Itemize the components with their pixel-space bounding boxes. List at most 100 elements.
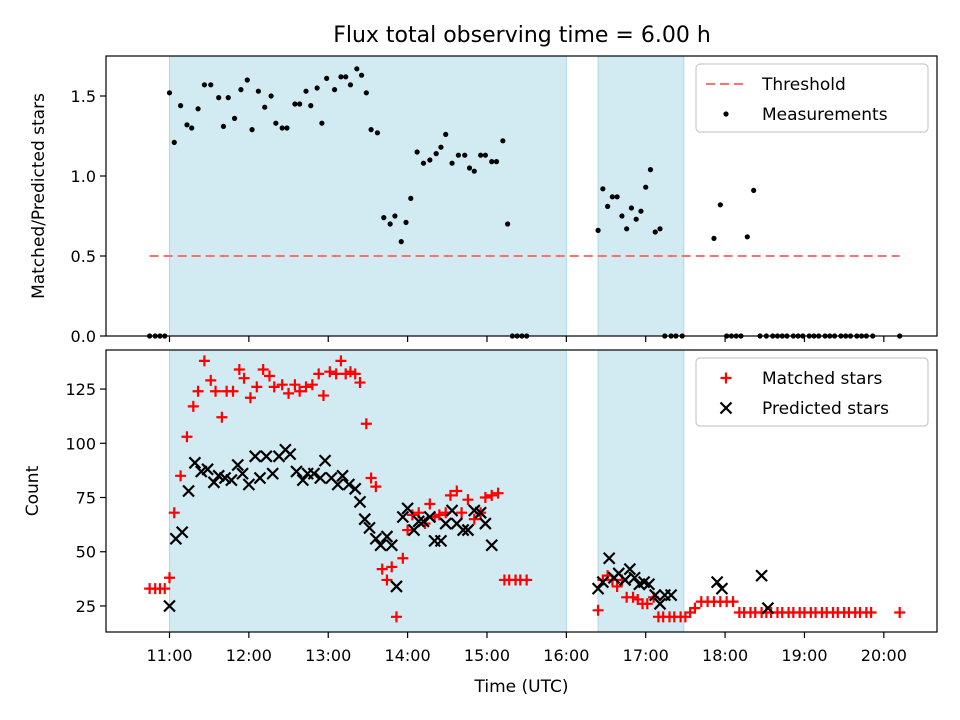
matched-point [181, 431, 193, 443]
matched-point [468, 513, 480, 525]
measurement-point [609, 194, 615, 200]
measurement-point [711, 235, 717, 241]
measurement-point [420, 160, 427, 166]
predicted-point [207, 476, 221, 489]
matched-point [216, 411, 228, 423]
x-tick-label: 15:00 [464, 646, 510, 665]
matched-point [192, 385, 204, 397]
y-tick-label: 1.5 [71, 87, 96, 106]
measurement-point [392, 213, 398, 219]
legend: Matched stars Predicted stars [695, 357, 929, 427]
matched-point [592, 604, 604, 616]
matched-point [289, 379, 301, 391]
measurement-point [374, 130, 381, 136]
y-tick-label: 0.5 [71, 247, 96, 266]
matched-point [313, 368, 325, 380]
matched-point [251, 381, 263, 393]
matched-point [402, 524, 414, 536]
predicted-point [348, 482, 362, 496]
measurement-point [462, 152, 468, 158]
matched-point [479, 492, 491, 504]
measurement-point [166, 90, 173, 96]
predicted-point [664, 588, 678, 602]
predicted-point [591, 582, 605, 595]
matched-point [306, 379, 318, 391]
predicted-point [479, 517, 492, 530]
matched-point [233, 364, 245, 376]
matched-point [611, 580, 623, 592]
matched-point [376, 563, 388, 575]
measurement-point [605, 203, 611, 209]
measurement-point [238, 87, 244, 93]
matched-point [294, 385, 306, 397]
measurement-point [262, 104, 268, 110]
predicted-point [290, 465, 303, 478]
observing-span [597, 349, 685, 633]
predicted-point [225, 473, 238, 487]
measurement-point [398, 239, 404, 245]
predicted-point [385, 538, 399, 552]
matched-point [159, 583, 171, 595]
matched-point [390, 611, 402, 623]
predicted-point [623, 562, 637, 576]
x-tick-label: 12:00 [226, 646, 272, 665]
matched-point [349, 368, 361, 380]
matched-point [406, 509, 418, 521]
measurement-point [216, 95, 222, 101]
predicted-point [710, 575, 724, 589]
matched-point [324, 366, 336, 378]
matched-point [521, 574, 533, 586]
predicted-point [602, 551, 616, 565]
predicted-point [188, 456, 202, 470]
y-axis-label: Matched/Predicted stars [29, 93, 49, 299]
predicted-point [342, 478, 356, 491]
predicted-point [248, 450, 262, 463]
measurement-point [505, 221, 511, 227]
axes-frame [105, 55, 938, 337]
matched-point [433, 509, 445, 521]
predicted-point [363, 521, 376, 535]
measurement-point [244, 77, 250, 83]
predicted-point [336, 469, 349, 483]
measurement-point [619, 213, 625, 219]
matched-point [486, 489, 498, 501]
matched-point [689, 602, 701, 614]
measurement-point [363, 90, 369, 96]
matched-point [865, 606, 877, 618]
measurement-point [184, 122, 190, 128]
predicted-point [474, 506, 487, 519]
matched-point [257, 364, 269, 376]
matched-point [317, 390, 329, 402]
measurement-point [643, 184, 649, 190]
legend-label: Matched stars [762, 369, 882, 389]
measurement-point [744, 234, 750, 240]
matched-point [283, 387, 295, 399]
predicted-point [242, 478, 256, 491]
predicted-point [412, 515, 425, 528]
matched-point [451, 485, 463, 497]
y-tick-label: 25 [76, 597, 96, 616]
measurement-point [249, 127, 255, 133]
matched-point [168, 507, 180, 519]
measurement-point [303, 88, 309, 94]
matched-point [444, 489, 456, 501]
measurement-point [595, 227, 601, 233]
measurement-point [717, 202, 723, 208]
predicted-point [434, 534, 448, 548]
measurement-point [414, 149, 420, 155]
measurement-point [273, 120, 279, 126]
measurement-point [438, 144, 444, 150]
measurement-point [354, 66, 360, 72]
y-tick-label: 75 [76, 489, 96, 508]
legend-label: Threshold [761, 75, 846, 95]
matched-point [300, 381, 312, 393]
legend-box [695, 63, 929, 133]
predicted-point [260, 450, 273, 463]
measurement-point [614, 194, 620, 200]
measurement-point [324, 75, 330, 81]
measurement-point [652, 229, 658, 235]
predicted-point [314, 471, 327, 485]
measurement-point [427, 157, 433, 163]
predicted-point [318, 454, 332, 467]
